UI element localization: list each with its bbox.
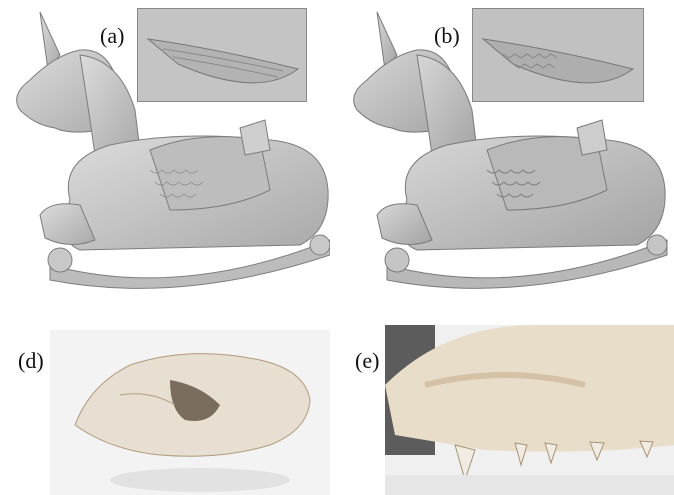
horse-render-a [16, 11, 330, 289]
panel-label-b: (b) [434, 23, 460, 48]
skull-jaw-closeup [385, 325, 674, 495]
panel-e [385, 325, 674, 495]
panel-d [50, 330, 330, 495]
inset-a [137, 8, 307, 102]
horse-render-b [353, 11, 668, 289]
panel-b: (b) [337, 0, 674, 305]
panel-label-a: (a) [100, 23, 125, 48]
panel-a: (a) [0, 0, 330, 305]
panel-label-d: (d) [18, 348, 44, 373]
skull-photo [74, 353, 311, 492]
panel-label-e: (e) [355, 348, 380, 373]
inset-b [472, 8, 644, 102]
